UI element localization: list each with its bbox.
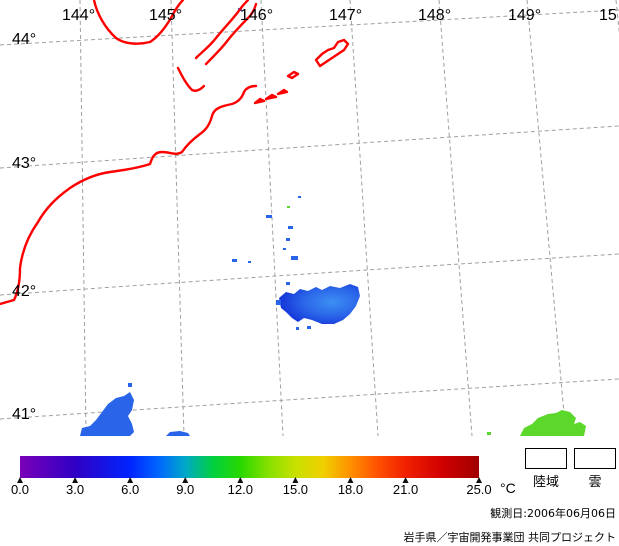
land-legend-label: 陸域	[533, 474, 559, 490]
latitude-line-44	[0, 9, 619, 46]
longitude-line-147	[349, 0, 379, 436]
latitude-label: 42°	[12, 283, 36, 300]
colorbar-tick-mark	[127, 477, 134, 483]
longitude-label: 145°	[149, 7, 182, 24]
coastline-shiretoko	[194, 0, 250, 60]
colorbar: 0.0 3.0 6.0 9.0 12.0 15.0 18.0 21.0 25.0 °C	[11, 456, 516, 497]
colorbar-tick-label: 9.0	[176, 482, 194, 497]
longitude-line-149	[526, 0, 567, 436]
colorbar-tick-label: 12.0	[228, 482, 253, 497]
longitude-label: 147°	[329, 7, 362, 24]
colorbar-tick-label: 18.0	[338, 482, 363, 497]
colorbar-tick-label: 0.0	[11, 482, 29, 497]
colorbar-tick-mark	[476, 477, 482, 483]
coastlines	[0, 0, 350, 306]
longitude-label: 15	[599, 7, 617, 24]
sst-patch-southeast	[520, 410, 586, 436]
island-outline	[286, 70, 300, 80]
colorbar-tick-label: 6.0	[121, 482, 139, 497]
island-outline	[314, 38, 350, 68]
longitude-label: 148°	[418, 7, 451, 24]
colorbar-unit: °C	[500, 480, 516, 496]
map-area: 144° 145° 146° 147° 148° 149° 15 44° 43°…	[0, 0, 619, 436]
longitude-line-148	[438, 0, 473, 436]
sst-speck	[266, 215, 272, 218]
longitude-label: 144°	[62, 7, 95, 24]
colorbar-tick-label: 15.0	[283, 482, 308, 497]
credit-line: 岩手県／宇宙開発事業団 共同プロジェクト	[404, 530, 617, 544]
colorbar-tick-mark	[182, 477, 189, 483]
sst-speck	[276, 300, 281, 305]
longitude-labels: 144° 145° 146° 147° 148° 149° 15	[62, 7, 617, 24]
graticule	[0, 0, 619, 436]
sst-patch-main	[279, 284, 360, 324]
sst-data	[80, 8, 586, 436]
sst-speck	[288, 226, 293, 229]
latitude-line-41	[0, 378, 619, 420]
latitude-labels: 44° 43° 42° 41°	[12, 31, 36, 423]
sst-patch-southwest	[80, 392, 134, 436]
colorbar-tick-label: 3.0	[66, 482, 84, 497]
latitude-label: 43°	[12, 155, 36, 172]
colorbar-tick-mark	[347, 477, 354, 483]
sst-speck	[248, 261, 251, 263]
colorbar-gradient	[20, 456, 479, 478]
latitude-label: 44°	[12, 31, 36, 48]
longitude-line-144	[79, 0, 87, 436]
colorbar-tick-mark	[17, 477, 23, 483]
observation-date: 観測日:2006年06月06日	[490, 506, 616, 520]
latitude-line-42	[0, 253, 619, 296]
map-background	[0, 0, 619, 436]
coastline-hokkaido-east	[0, 84, 258, 306]
island-outline	[264, 93, 278, 101]
coastline-kunashiri	[204, 2, 258, 66]
colorbar-tick-label: 21.0	[393, 482, 418, 497]
colorbar-tick-mark	[237, 477, 244, 483]
sst-speck	[232, 259, 237, 262]
longitude-line-145	[170, 0, 185, 436]
latitude-line-43	[0, 125, 619, 169]
longitude-label: 149°	[508, 7, 541, 24]
longitude-label: 146°	[240, 7, 273, 24]
sst-patch-south	[166, 431, 190, 436]
colorbar-ticks: 0.0 3.0 6.0 9.0 12.0 15.0 18.0 21.0 25.0	[11, 477, 492, 497]
coastline-shibetsu	[176, 66, 206, 92]
land-legend-swatch	[525, 448, 567, 469]
footer: 観測日:2006年06月06日 岩手県／宇宙開発事業団 共同プロジェクト	[404, 506, 617, 544]
island-outline	[253, 97, 266, 105]
sst-speck	[296, 327, 299, 330]
island-outline	[276, 88, 289, 96]
cloud-legend-label: 雲	[588, 475, 601, 490]
sst-speck	[487, 432, 491, 435]
cloud-legend-swatch	[574, 448, 616, 469]
sst-speck	[298, 196, 301, 198]
sst-speck	[283, 248, 286, 250]
coastline-north	[92, 0, 185, 45]
colorbar-tick-mark	[72, 477, 79, 483]
colorbar-tick-mark	[402, 477, 409, 483]
colorbar-tick-mark	[292, 477, 299, 483]
sst-speck	[128, 383, 132, 387]
sst-speck	[307, 326, 311, 329]
sst-speck	[287, 206, 290, 208]
sst-speck	[291, 256, 298, 260]
sst-speck	[286, 238, 290, 241]
legend: 陸域 雲	[525, 448, 616, 490]
colorbar-tick-label: 25.0	[466, 482, 491, 497]
sst-speck	[286, 282, 290, 285]
latitude-label: 41°	[12, 406, 36, 423]
